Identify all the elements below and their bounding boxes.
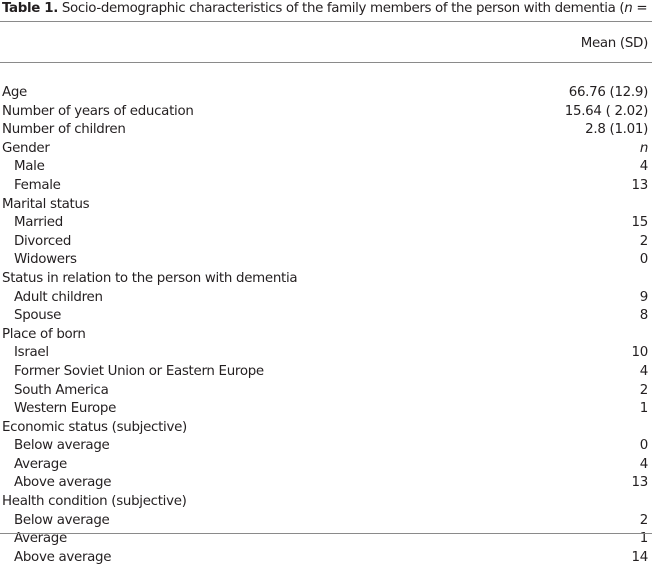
table-row: Above average 13: [0, 474, 652, 493]
row-value: 0: [639, 252, 649, 268]
row-label: Male: [14, 159, 45, 175]
table-row: Widowers 0: [0, 251, 652, 270]
row-label: Divorced: [14, 233, 72, 249]
row-label: Number of children: [2, 122, 126, 138]
row-label: Former Soviet Union or Eastern Europe: [14, 363, 264, 379]
table-row: Number of years of education 15.64 ( 2.02…: [0, 103, 652, 122]
row-value: 15.64 ( 2.02): [564, 103, 649, 119]
row-value: 8: [639, 308, 649, 324]
table-row: Status in relation to the person with de…: [0, 270, 652, 289]
table-row: Divorced 2: [0, 233, 652, 252]
table-row: Married 15: [0, 214, 652, 233]
row-label: Below average: [14, 512, 110, 528]
row-value: 10: [631, 345, 649, 361]
row-label: Married: [14, 215, 63, 231]
table-row: Place of born: [0, 326, 652, 345]
table-row: Average 4: [0, 456, 652, 475]
table-row: Adult children 9: [0, 289, 652, 308]
table-body: Age 66.76 (12.9) Number of years of educat…: [0, 84, 652, 567]
row-value: 15: [631, 215, 649, 231]
row-value: 9: [639, 289, 649, 305]
row-label: Above average: [14, 549, 112, 565]
table-caption: Table 1. Socio-demographic characteristi…: [2, 1, 652, 16]
top-rule: [0, 21, 652, 22]
row-label: Western Europe: [14, 401, 117, 417]
row-label: Number of years of education: [2, 103, 194, 119]
row-value: 2: [639, 233, 649, 249]
row-label: Economic status (subjective): [2, 419, 187, 435]
row-label: Marital status: [2, 196, 90, 212]
table-row: Western Europe 1: [0, 400, 652, 419]
row-value: 4: [639, 363, 649, 379]
row-value: 2: [639, 512, 649, 528]
row-value: 0: [639, 438, 649, 454]
table-row: Male 4: [0, 158, 652, 177]
caption-text: Socio-demographic characteristics of the…: [61, 1, 625, 16]
row-label: Widowers: [14, 252, 77, 268]
row-label: Health condition (subjective): [2, 494, 187, 510]
row-label: Adult children: [14, 289, 103, 305]
table-label: Table 1.: [2, 1, 58, 16]
row-label: Age: [2, 85, 27, 100]
row-label: South America: [14, 382, 109, 398]
table-row: Female 13: [0, 177, 652, 196]
table-row: Spouse 8: [0, 307, 652, 326]
row-label: Female: [14, 177, 61, 193]
table-row: Number of children 2.8 (1.01): [0, 121, 652, 140]
row-label: Gender: [2, 140, 50, 156]
caption-n: n: [624, 1, 633, 16]
row-value: 13: [631, 475, 649, 491]
column-header-mean-sd: Mean (SD): [580, 36, 649, 51]
row-value: n: [639, 140, 648, 156]
table-row: Health condition (subjective): [0, 493, 652, 512]
table-row: Age 66.76 (12.9): [0, 84, 652, 103]
table-row: Below average 0: [0, 437, 652, 456]
table-row: Gender n: [0, 140, 652, 159]
row-label: Above average: [14, 475, 112, 491]
row-value: 4: [639, 456, 649, 472]
table-row: Below average 2: [0, 512, 652, 531]
table-row: South America 2: [0, 382, 652, 401]
row-value: 14: [631, 549, 649, 565]
row-label: Status in relation to the person with de…: [2, 270, 298, 286]
row-value: 2.8 (1.01): [585, 122, 648, 138]
row-label: Place of born: [2, 326, 86, 342]
table-row: Economic status (subjective): [0, 419, 652, 438]
row-label: Israel: [14, 345, 49, 361]
row-label: Average: [14, 456, 67, 472]
row-value: 4: [639, 159, 649, 175]
table-row: Above average 14: [0, 549, 652, 567]
header-rule: [0, 62, 652, 63]
table-row: Former Soviet Union or Eastern Europe 4: [0, 363, 652, 382]
row-value: 13: [631, 177, 649, 193]
bottom-rule: [0, 533, 652, 534]
table-row: Israel 10: [0, 344, 652, 363]
row-value: 2: [639, 382, 649, 398]
caption-rest: = 17).: [636, 1, 652, 16]
row-label: Below average: [14, 438, 110, 454]
table-row: Marital status: [0, 196, 652, 215]
row-value: 1: [639, 401, 649, 417]
row-value: 66.76 (12.9): [568, 85, 649, 100]
row-label: Spouse: [14, 308, 62, 324]
